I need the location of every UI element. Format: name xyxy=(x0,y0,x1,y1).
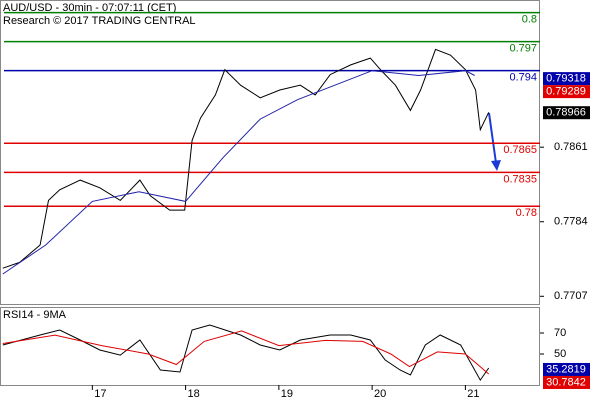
price-tag-label: 0.79318 xyxy=(546,73,586,85)
series-line xyxy=(2,324,490,382)
price-tag-label: 35.2819 xyxy=(546,363,586,375)
forecast-arrowhead xyxy=(491,160,501,171)
y-tick-label: 50 xyxy=(554,348,566,360)
level-label: 0.7865 xyxy=(503,144,537,156)
level-label: 0.8 xyxy=(522,13,537,25)
x-tick-label: 20 xyxy=(374,388,386,400)
price-tag-label: 30.7842 xyxy=(546,376,586,388)
forecast-arrow xyxy=(488,112,497,164)
x-tick-label: 18 xyxy=(187,388,199,400)
level-label: 0.7835 xyxy=(503,173,537,185)
level-label: 0.794 xyxy=(509,72,537,84)
x-tick-label: 17 xyxy=(94,388,106,400)
y-tick-label: 70 xyxy=(554,327,566,339)
chart-subtitle: Research © 2017 TRADING CENTRAL xyxy=(3,15,196,27)
y-tick-label: 0.7784 xyxy=(554,216,588,228)
price-tag xyxy=(543,72,590,86)
price-tag xyxy=(543,375,590,389)
price-tag xyxy=(543,85,590,99)
series-line xyxy=(2,48,490,269)
chart-title: AUD/USD - 30min - 07:07:11 (CET) xyxy=(3,2,176,14)
price-tag xyxy=(543,106,590,120)
price-panel xyxy=(0,0,540,305)
y-tick-label: 0.7861 xyxy=(554,141,588,153)
level-label: 0.78 xyxy=(516,207,537,219)
series-line xyxy=(2,70,475,275)
price-tag xyxy=(543,362,590,376)
y-tick-label: 0.7707 xyxy=(554,290,588,302)
price-tag-label: 0.78966 xyxy=(546,107,586,119)
price-tag-label: 0.79289 xyxy=(546,86,586,98)
rsi-panel xyxy=(0,307,540,386)
series-line xyxy=(2,330,490,375)
level-label: 0.797 xyxy=(509,43,537,55)
rsi-title: RSI14 - 9MA xyxy=(3,309,67,321)
x-tick-label: 19 xyxy=(281,388,293,400)
x-tick-label: 21 xyxy=(467,388,479,400)
